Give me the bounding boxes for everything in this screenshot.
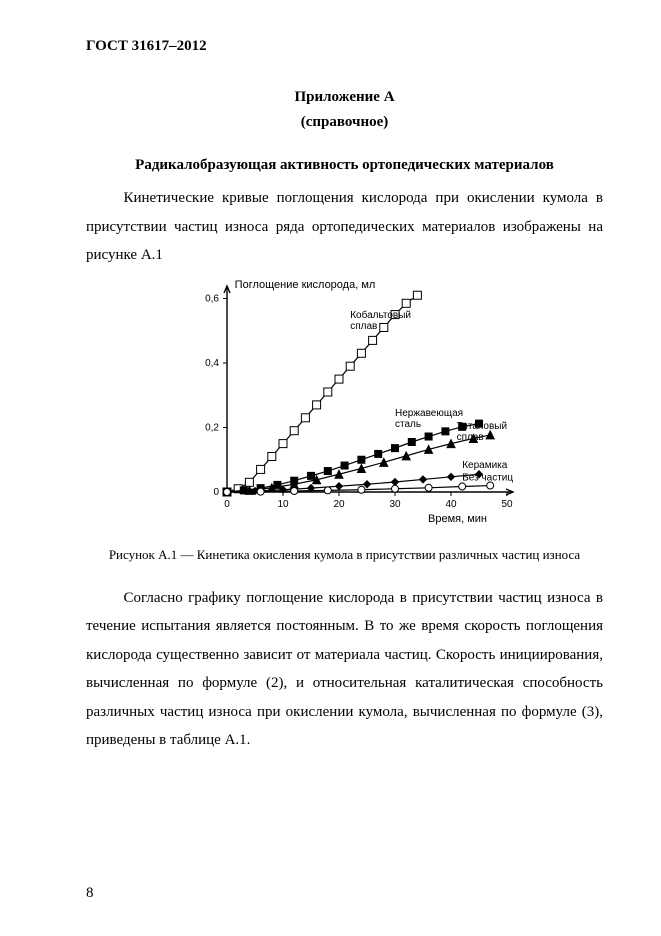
figure-caption: Рисунок А.1 — Кинетика окисления кумола … <box>86 543 603 566</box>
svg-text:20: 20 <box>333 499 345 510</box>
svg-text:Нержавеющая: Нержавеющая <box>395 408 463 419</box>
svg-text:Кобальтовый: Кобальтовый <box>350 308 411 320</box>
svg-text:Титановый: Титановый <box>456 421 506 432</box>
svg-text:сплав: сплав <box>350 320 377 331</box>
svg-text:0,4: 0,4 <box>205 357 219 368</box>
svg-text:0: 0 <box>213 487 219 498</box>
svg-text:10: 10 <box>277 499 289 510</box>
svg-text:0,2: 0,2 <box>205 422 219 433</box>
paragraph-1: Кинетические кривые поглощения кислорода… <box>86 184 603 270</box>
doc-header: ГОСТ 31617–2012 <box>86 38 603 55</box>
paragraph-2: Согласно графику поглощение кислорода в … <box>86 584 603 755</box>
svg-text:Время, мин: Время, мин <box>428 513 487 525</box>
page-number: 8 <box>86 885 94 902</box>
svg-text:Без частиц: Без частиц <box>462 472 513 483</box>
reference-label: (справочное) <box>86 114 603 131</box>
oxygen-chart: Поглощение кислорода, мл 0 10 20 30 40 50 0 0,2 0… <box>165 274 525 534</box>
section-subtitle: Радикалобразующая активность ортопедичес… <box>86 157 603 174</box>
svg-text:Поглощение кислорода, мл: Поглощение кислорода, мл <box>234 279 375 291</box>
svg-text:0: 0 <box>224 499 230 510</box>
svg-text:сталь: сталь <box>395 419 421 430</box>
svg-text:50: 50 <box>501 499 513 510</box>
svg-text:Керамика: Керамика <box>462 459 508 470</box>
svg-text:30: 30 <box>389 499 401 510</box>
svg-text:0,6: 0,6 <box>205 293 219 304</box>
svg-text:сплав: сплав <box>456 432 483 443</box>
svg-text:40: 40 <box>445 499 457 510</box>
figure-a1: Поглощение кислорода, мл 0 10 20 30 40 50 0 0,2 0… <box>86 274 603 539</box>
appendix-label: Приложение А <box>86 89 603 106</box>
